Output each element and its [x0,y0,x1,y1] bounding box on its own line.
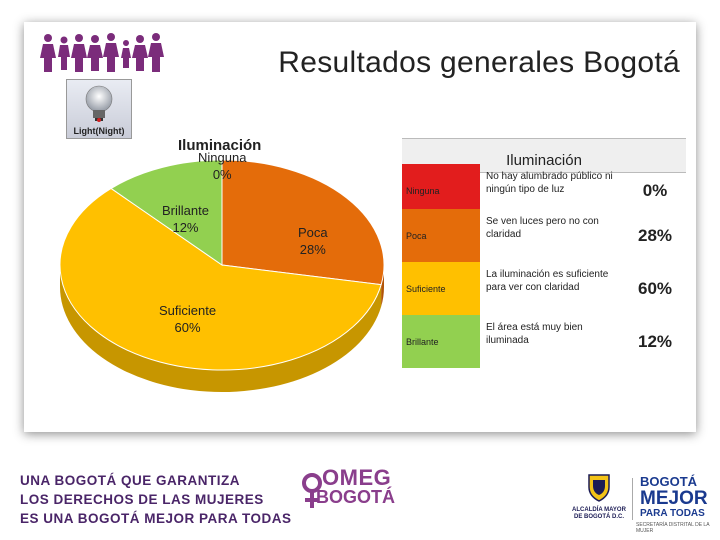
logo-label: Light(Night) [73,126,125,136]
bogota-logo-line1: BOGOTÁ [640,474,698,489]
table-row-poca: Poca Se ven luces pero no con claridad 2… [402,209,686,262]
pie-slice-suficiente [59,187,382,371]
pie-chart [59,159,385,392]
bogota-logo-line2: MEJOR [640,488,708,509]
pie-slice-brillante [110,159,223,266]
pie-label-suficiente: Suficiente 60% [159,303,217,335]
pie-slice-poca [221,159,385,286]
footer-slogan-line1: UNA BOGOTÁ QUE GARANTIZA [20,473,240,488]
pie-label-ninguna: Ninguna 0% [198,150,247,182]
table-row-suficiente: Suficiente La iluminación es suficiente … [402,262,686,315]
pie-side-suficiente [60,265,382,392]
light-bulb-icon [85,85,113,122]
alcaldia-logo: ALCALDÍA MAYOR DE BOGOTÁ D.C. [570,472,628,521]
pie-label-brillante: Brillante 12% [162,203,209,235]
percent-cell: 60% [637,278,673,298]
level-cell: Suficiente [402,262,480,315]
women-group-icon [40,33,164,72]
page-title: Resultados generales Bogotá [278,46,680,79]
percent-cell: 12% [637,331,673,351]
table-row-ninguna: Ninguna No hay alumbrado público ni ning… [402,164,686,217]
bogota-logo-line3: PARA TODAS [640,508,705,519]
percent-cell: 28% [637,225,673,245]
level-cell: Poca [402,209,480,262]
description-cell: No hay alumbrado público ni ningún tipo … [486,171,613,195]
footer-slogan-line2: LOS DERECHOS DE LAS MUJERES [20,492,264,507]
description-cell: La iluminación es suficiente para ver co… [486,269,609,293]
table-row-brillante: Brillante El área está muy bien iluminad… [402,315,686,368]
footer-divider [632,478,633,520]
coat-of-arms-icon [588,474,610,502]
chart-title: Iluminación [178,137,262,154]
description-cell: Se ven luces pero no con claridad [486,216,599,240]
level-cell: Brillante [402,315,480,368]
description-cell: El área está muy bien iluminada [486,322,583,346]
female-symbol-icon [302,473,322,508]
bogota-logo-subtext: SECRETARÍA DISTRITAL DE LA MUJER [636,522,710,534]
omeg-logo-subtext: BOGOTÁ [316,487,395,507]
level-cell: Ninguna [402,164,480,217]
percent-cell: 0% [642,180,668,200]
alcaldia-text: ALCALDÍA MAYOR DE BOGOTÁ D.C. [572,507,626,520]
light-night-logo: Light(Night) [66,79,132,139]
omeg-logo-text: OMEG [322,465,392,490]
footer-slogan-line3: ES UNA BOGOTÁ MEJOR PARA TODAS [20,511,292,526]
pie-label-poca: Poca 28% [298,225,328,257]
